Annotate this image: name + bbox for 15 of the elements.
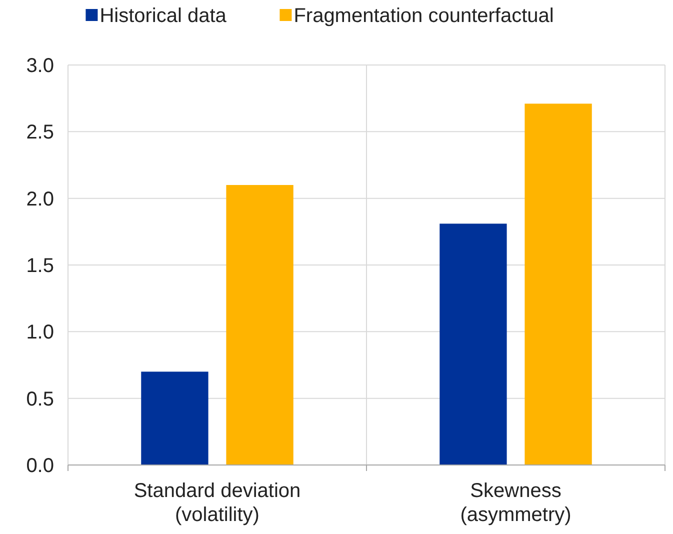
bar (141, 372, 208, 465)
y-tick-label: 0.5 (26, 388, 54, 410)
y-tick-label: 3.0 (26, 55, 54, 77)
bar (440, 224, 507, 465)
legend-label: Fragmentation counterfactual (294, 5, 554, 27)
bar (524, 104, 592, 465)
x-tick-label: Standard deviation (volatility) (134, 480, 301, 526)
y-tick-label: 2.5 (26, 122, 54, 144)
y-tick-label: 1.0 (26, 322, 54, 344)
bar (226, 185, 294, 465)
x-tick-label: Skewness (asymmetry) (460, 480, 572, 526)
y-tick-label: 1.5 (26, 255, 54, 277)
y-tick-label: 0.0 (26, 455, 54, 477)
y-tick-label: 2.0 (26, 188, 54, 210)
legend-label: Historical data (100, 5, 228, 27)
